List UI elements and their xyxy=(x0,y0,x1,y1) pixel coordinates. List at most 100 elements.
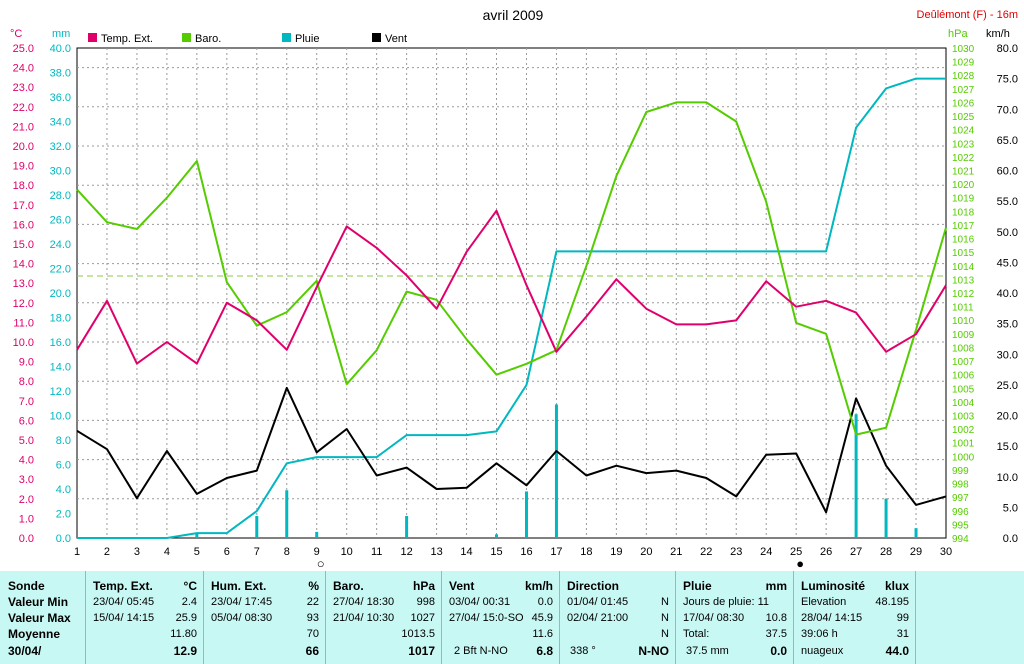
tick-label-day: 14 xyxy=(460,546,472,558)
tick-label-baro: 1003 xyxy=(952,412,975,423)
stats-lum-elev-label: Elevation xyxy=(801,596,847,608)
tick-label-baro: 1028 xyxy=(952,71,975,82)
tick-label-rain: 32.0 xyxy=(50,141,71,153)
tick-label-baro: 1018 xyxy=(952,207,975,218)
stats-hum-min-val: 22 xyxy=(306,596,319,608)
legend-label: Temp. Ext. xyxy=(101,33,153,45)
tick-label-temp: 14.0 xyxy=(13,259,34,271)
stats-hum-unit: % xyxy=(308,579,319,593)
stats-baro-max-val: 1027 xyxy=(410,612,435,624)
tick-label-day: 1 xyxy=(74,546,80,558)
axis-unit-rain: mm xyxy=(52,28,70,40)
stats-panel: Sonde Valeur Min Valeur Max Moyenne 30/0… xyxy=(0,571,1024,664)
tick-label-temp: 9.0 xyxy=(19,357,34,369)
rain-bar xyxy=(405,515,409,538)
tick-label-wind: 40.0 xyxy=(997,288,1018,300)
baro-line xyxy=(76,101,947,436)
stats-wind-current-label: 2 Bft N-NO xyxy=(454,645,508,657)
tick-label-baro: 1029 xyxy=(952,58,975,69)
tick-label-temp: 16.0 xyxy=(13,219,34,231)
tick-label-rain: 20.0 xyxy=(50,288,71,300)
tick-label-rain: 30.0 xyxy=(50,166,71,178)
moon-phase-icon: ● xyxy=(796,556,804,571)
tick-label-baro: 1005 xyxy=(952,384,975,395)
station-label: Deûlémont (F) - 16m xyxy=(917,9,1018,21)
wind-line xyxy=(76,386,947,514)
stats-lum-max-val: 99 xyxy=(896,612,909,624)
rain-bar xyxy=(524,491,528,538)
tick-label-temp: 13.0 xyxy=(13,278,34,290)
tick-label-baro: 997 xyxy=(952,493,969,504)
tick-label-day: 13 xyxy=(430,546,442,558)
tick-label-temp: 15.0 xyxy=(13,239,34,251)
tick-label-baro: 1015 xyxy=(952,248,975,259)
moon-phase-icon: ○ xyxy=(317,556,325,571)
legend-swatch xyxy=(282,33,291,42)
stats-col-sonde: Sonde Valeur Min Valeur Max Moyenne 30/0… xyxy=(0,571,86,664)
plot-frame xyxy=(76,47,947,539)
axis-unit-baro: hPa xyxy=(948,28,968,40)
legend-swatch xyxy=(88,33,97,42)
tick-label-baro: 1007 xyxy=(952,357,975,368)
tick-label-baro: 1024 xyxy=(952,126,975,137)
stats-hum-max-time: 05/04/ 08:30 xyxy=(211,612,273,624)
rain-bar xyxy=(495,534,499,538)
tick-label-baro: 1025 xyxy=(952,112,975,123)
tick-label-temp: 24.0 xyxy=(13,63,34,75)
stats-hum-title: Hum. Ext. xyxy=(211,579,267,593)
stats-wind-avg: 11.6 xyxy=(532,628,553,640)
tick-label-temp: 25.0 xyxy=(13,43,34,55)
tick-label-temp: 22.0 xyxy=(13,102,34,114)
tick-label-baro: 1016 xyxy=(952,235,975,246)
legend-label: Vent xyxy=(385,33,407,45)
tick-label-baro: 994 xyxy=(952,534,969,545)
tick-label-baro: 1000 xyxy=(952,452,975,463)
stats-dir-avg: N xyxy=(661,628,669,640)
stats-lum-max-time: 28/04/ 14:15 xyxy=(801,612,863,624)
tick-label-day: 7 xyxy=(254,546,260,558)
legend-swatch xyxy=(372,33,381,42)
tick-label-temp: 17.0 xyxy=(13,200,34,212)
tick-label-temp: 4.0 xyxy=(19,455,34,467)
stats-hum-avg: 70 xyxy=(306,628,319,640)
tick-label-wind: 35.0 xyxy=(997,319,1018,331)
tick-label-baro: 1012 xyxy=(952,289,975,300)
tick-label-wind: 70.0 xyxy=(997,104,1018,116)
tick-label-rain: 14.0 xyxy=(50,362,71,374)
tick-label-day: 20 xyxy=(640,546,652,558)
tick-label-baro: 1021 xyxy=(952,167,975,178)
chart-title: avril 2009 xyxy=(483,7,544,23)
stats-dir-current: N-NO xyxy=(638,644,669,658)
tick-label-rain: 24.0 xyxy=(50,239,71,251)
stats-col-rain: Pluie mm Jours de pluie: 11 17/04/ 08:30 1… xyxy=(676,571,794,664)
stats-dir-current-deg: 338 ° xyxy=(570,645,596,657)
stats-lum-dur-label: 39:06 h xyxy=(801,628,838,640)
stats-sonde-max: Valeur Max xyxy=(8,611,71,625)
tick-label-rain: 22.0 xyxy=(50,264,71,276)
stats-rain-days: Jours de pluie: 11 xyxy=(683,596,770,608)
stats-col-hum: Hum. Ext.% 23/04/ 17:45 22 05/04/ 08:30 93… xyxy=(204,571,326,664)
tick-label-temp: 10.0 xyxy=(13,337,34,349)
tick-label-day: 9 xyxy=(314,546,320,558)
tick-label-baro: 1017 xyxy=(952,221,975,232)
tick-label-day: 12 xyxy=(400,546,412,558)
stats-wind-min-val: 0.0 xyxy=(537,596,553,608)
tick-label-temp: 7.0 xyxy=(19,396,34,408)
tick-label-day: 5 xyxy=(194,546,200,558)
tick-label-baro: 1001 xyxy=(952,439,975,450)
tick-label-wind: 45.0 xyxy=(997,257,1018,269)
stats-col-wind: Vent km/h 03/04/ 00:31 0.0 27/04/ 15:0-SO 4… xyxy=(442,571,560,664)
tick-label-rain: 34.0 xyxy=(50,117,71,129)
tick-label-wind: 20.0 xyxy=(997,411,1018,423)
stats-temp-min-val: 2.4 xyxy=(181,596,197,608)
tick-label-baro: 1020 xyxy=(952,180,975,191)
rain-bar xyxy=(285,490,289,538)
tick-label-baro: 1011 xyxy=(952,303,974,314)
tick-label-day: 3 xyxy=(134,546,140,558)
rain-bar xyxy=(884,498,888,538)
legend-swatch xyxy=(182,33,191,42)
tick-label-day: 27 xyxy=(850,546,862,558)
stats-wind-max-val: 45.9 xyxy=(531,612,553,624)
tick-label-rain: 26.0 xyxy=(50,215,71,227)
stats-temp-min-time: 23/04/ 05:45 xyxy=(93,596,155,608)
